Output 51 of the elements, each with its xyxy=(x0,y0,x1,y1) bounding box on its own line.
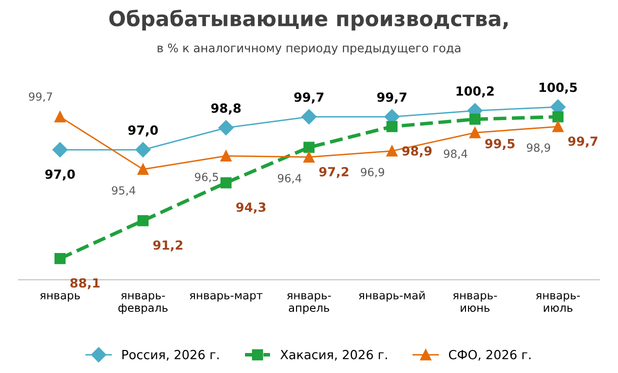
data-label: 91,2 xyxy=(153,240,182,252)
point xyxy=(469,127,481,138)
x-tick-label: январь- апрель xyxy=(287,293,331,314)
point xyxy=(552,121,564,132)
data-label: 100,5 xyxy=(540,82,577,94)
data-label: 98,8 xyxy=(211,103,241,114)
data-label: 96,5 xyxy=(194,172,218,182)
point xyxy=(137,215,149,226)
data-label: 94,3 xyxy=(236,202,266,214)
data-label: 97,0 xyxy=(45,169,75,180)
data-label: 99,7 xyxy=(28,92,52,102)
x-tick-label: январь- июнь xyxy=(453,293,497,312)
x-tick-label: январь- июль xyxy=(536,293,580,312)
x-tick-label: январь xyxy=(40,293,80,302)
chart-title: Обрабатывающие производства, xyxy=(109,10,508,30)
point xyxy=(220,150,232,162)
x-tick-label: январь-март xyxy=(190,293,263,302)
data-label: 88,1 xyxy=(70,278,100,290)
point xyxy=(303,142,315,153)
point xyxy=(54,252,66,264)
legend-label: Россия, 2026 г. xyxy=(122,350,219,361)
data-label: 99,7 xyxy=(568,136,598,148)
point xyxy=(552,111,564,122)
data-label: 98,9 xyxy=(402,146,432,158)
point xyxy=(218,120,234,136)
point xyxy=(137,164,149,175)
chart-subtitle: в % к аналогичному периоду предыдущего года xyxy=(158,43,460,55)
data-label: 98,9 xyxy=(526,143,550,153)
point xyxy=(386,121,398,132)
x-tick-label: январь-май xyxy=(358,290,425,302)
data-label: 95,4 xyxy=(112,186,136,196)
point xyxy=(52,142,68,158)
data-label: 99,5 xyxy=(485,138,515,150)
data-label: 96,9 xyxy=(360,168,384,178)
point xyxy=(220,177,232,188)
legend-label: Хакасия, 2026 г. xyxy=(280,350,387,361)
point xyxy=(301,109,317,124)
data-label: 97,0 xyxy=(128,125,158,136)
data-label: 99,7 xyxy=(377,92,406,104)
data-label: 96,4 xyxy=(278,174,302,184)
data-label: 100,2 xyxy=(456,86,494,98)
data-label: 99,7 xyxy=(294,92,324,104)
point xyxy=(469,114,481,125)
data-label: 98,4 xyxy=(444,150,468,160)
x-tick-label: январь- февраль xyxy=(118,293,168,314)
point xyxy=(135,142,151,158)
point xyxy=(54,111,66,122)
data-label: 97,2 xyxy=(319,166,348,178)
point xyxy=(303,152,315,163)
point xyxy=(386,145,398,157)
legend-label: СФО, 2026 г. xyxy=(448,350,530,361)
